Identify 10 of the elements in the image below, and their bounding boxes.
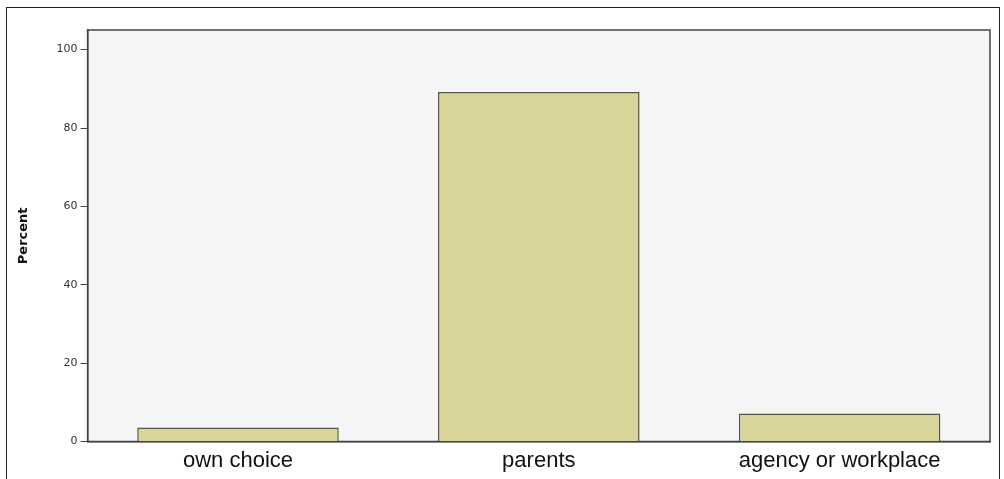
y-tick-label: 100 bbox=[56, 42, 78, 56]
x-tick-label: own choice bbox=[182, 446, 294, 472]
y-tick-label: 60 bbox=[63, 199, 78, 213]
x-tick-label: parents bbox=[502, 446, 576, 472]
y-tick-label: 80 bbox=[63, 120, 78, 134]
y-axis-title: Percent bbox=[15, 207, 31, 265]
y-tick-label: 20 bbox=[63, 356, 78, 370]
y-tick-label: 40 bbox=[63, 277, 78, 291]
x-tick-label: agency or workplace bbox=[738, 446, 941, 472]
y-tick-label: 0 bbox=[70, 434, 78, 448]
